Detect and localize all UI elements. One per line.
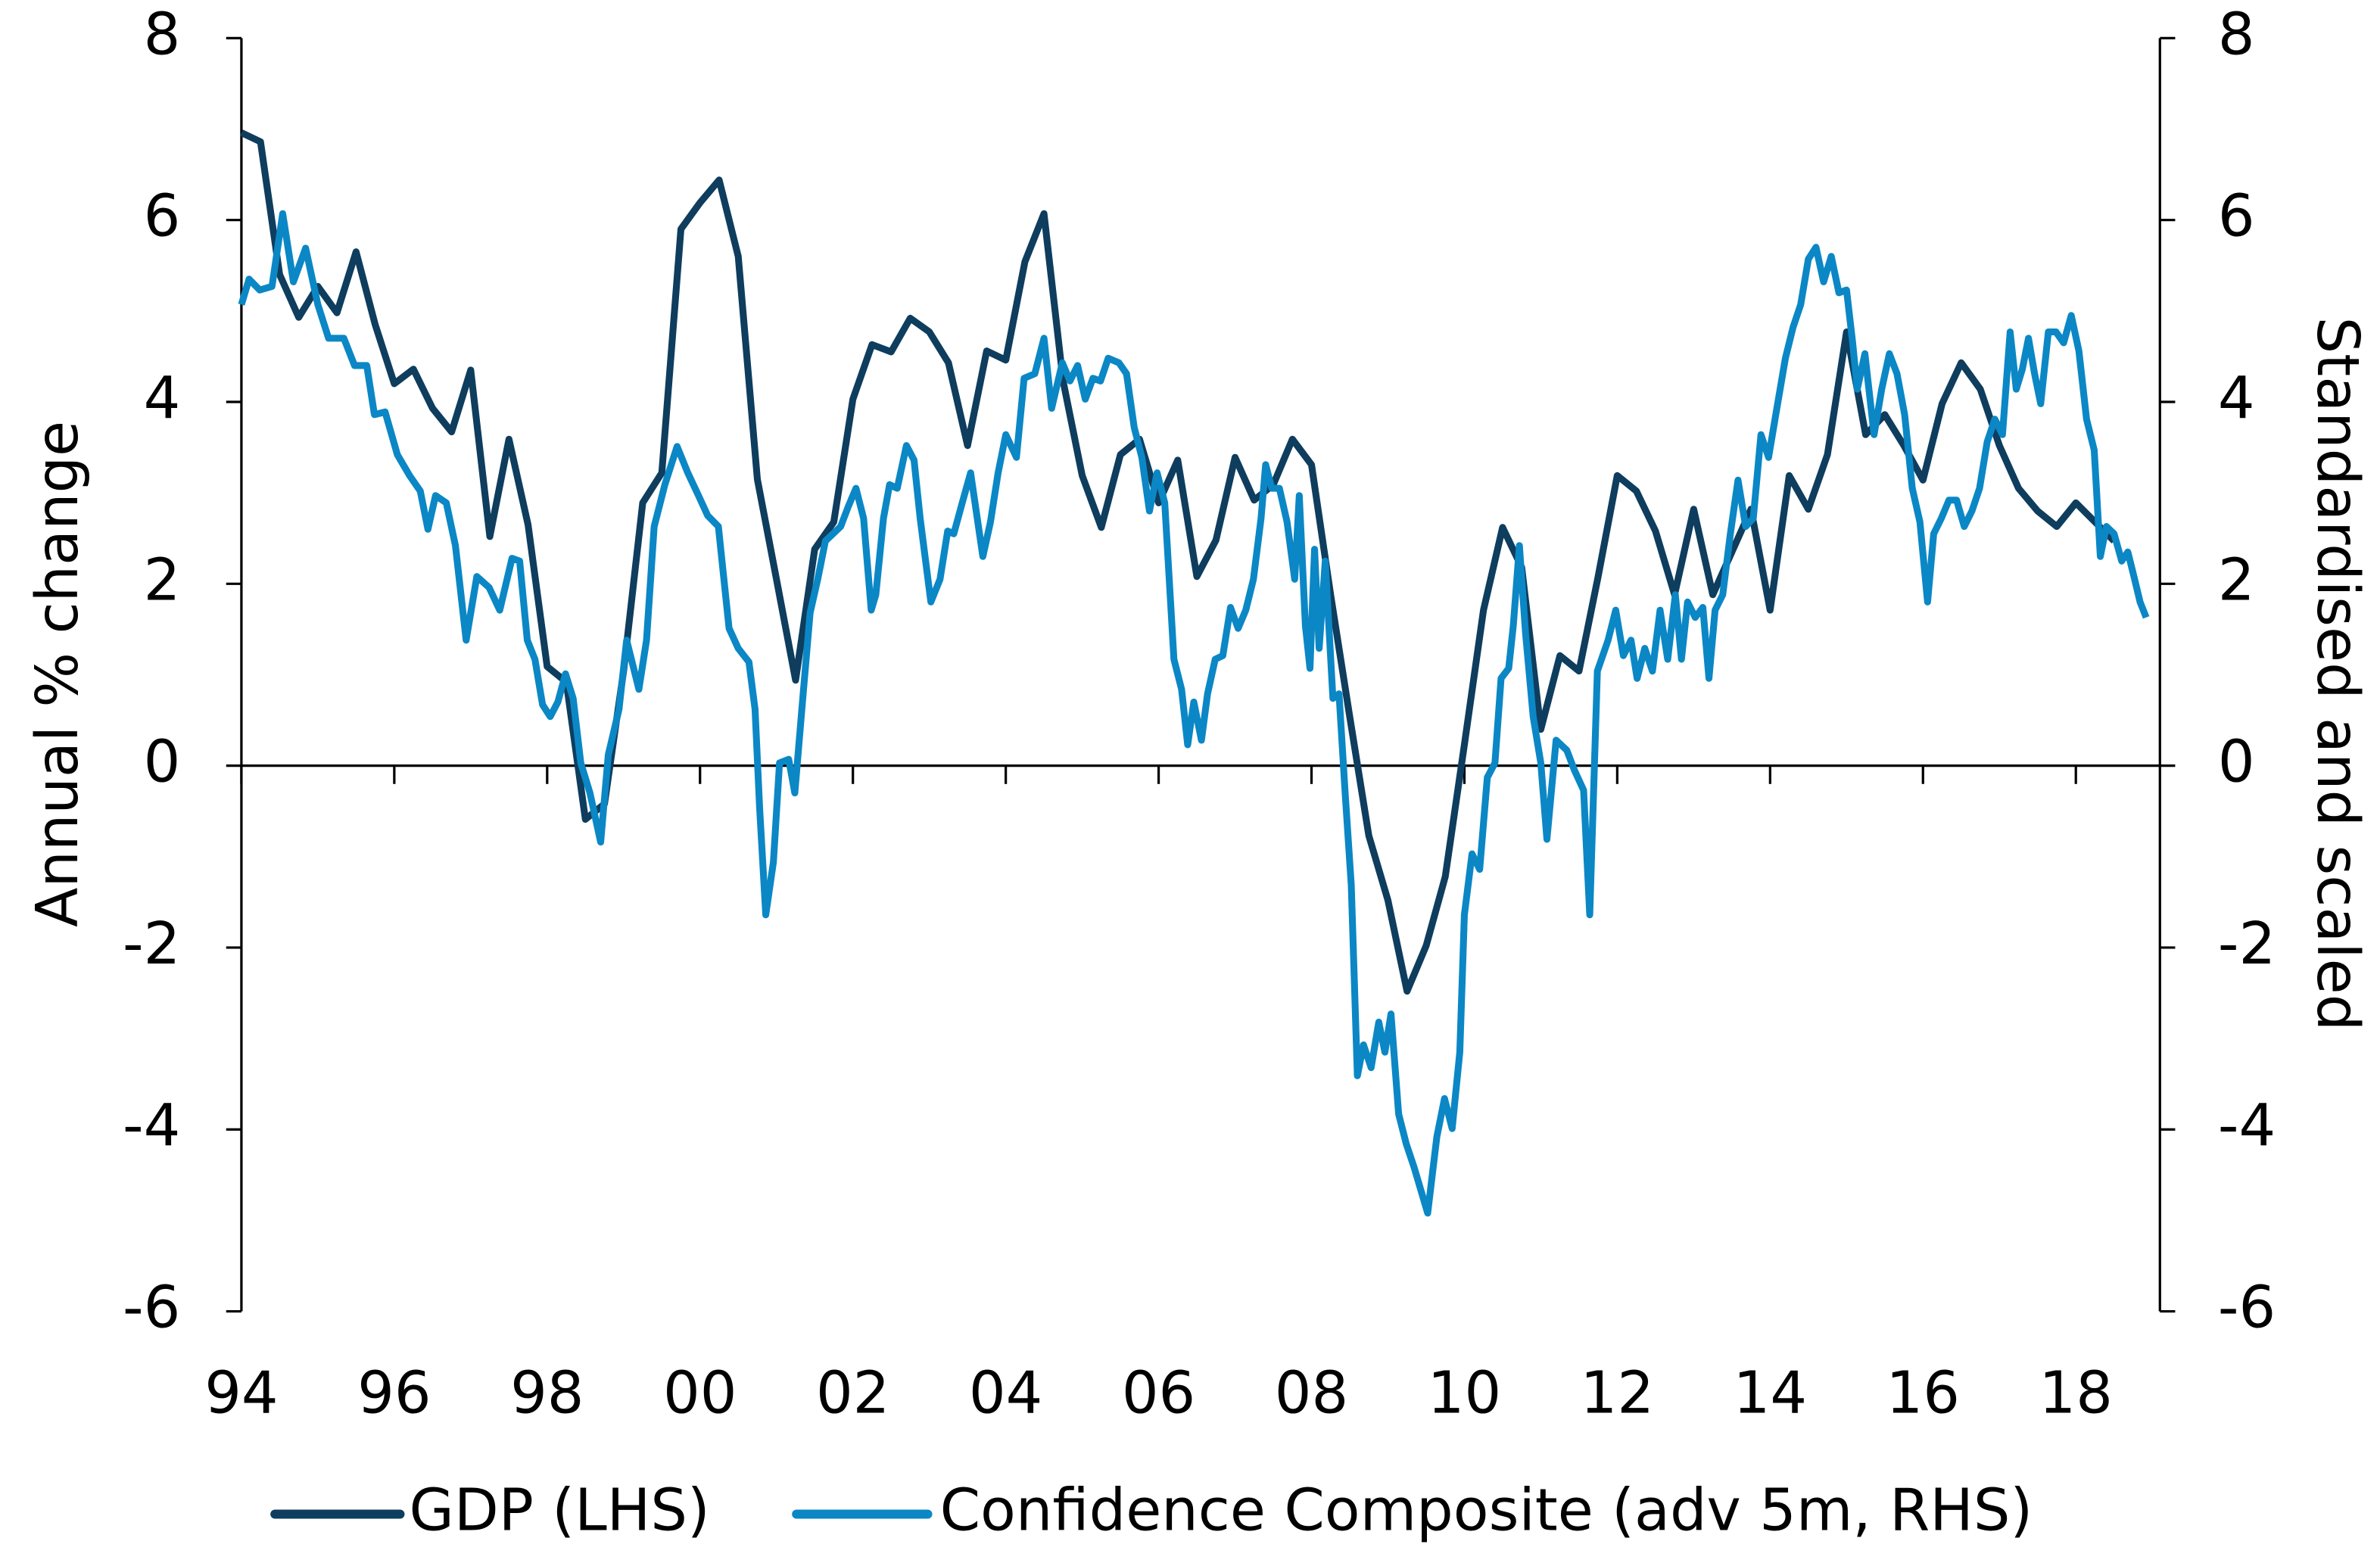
x-tick-label: 06	[1122, 1359, 1195, 1427]
x-tick-label: 04	[969, 1359, 1042, 1427]
x-tick-label: 00	[663, 1359, 737, 1427]
x-tick-label: 16	[1886, 1359, 1960, 1427]
x-tick-label: 18	[2039, 1359, 2113, 1427]
x-tick-label: 08	[1275, 1359, 1348, 1427]
y-tick-label: 0	[144, 729, 181, 796]
y-tick-label: 6	[144, 183, 181, 251]
y2-tick-label: -2	[2218, 911, 2276, 978]
y-tick-label: -2	[123, 911, 180, 978]
y2-tick-label: -4	[2218, 1092, 2276, 1160]
x-tick-label: 12	[1581, 1359, 1654, 1427]
y2-tick-label: 6	[2218, 183, 2255, 251]
y2-tick-label: -6	[2218, 1275, 2276, 1342]
series-line	[239, 129, 2117, 995]
y-tick-label: -4	[123, 1092, 180, 1160]
x-tick-label: 96	[357, 1359, 431, 1427]
x-tick-label: 14	[1734, 1359, 1807, 1427]
x-tick-label: 02	[816, 1359, 889, 1427]
x-tick-label: 94	[204, 1359, 278, 1427]
y2-tick-label: 2	[2218, 546, 2255, 614]
series-line	[238, 210, 2150, 1217]
y2-tick-label: 0	[2218, 729, 2255, 796]
x-tick-label: 10	[1428, 1359, 1501, 1427]
legend-label: Confidence Composite (adv 5m, RHS)	[940, 1477, 2033, 1544]
y-tick-label: -6	[123, 1275, 180, 1342]
y-tick-label: 2	[144, 546, 181, 614]
y-tick-label: 8	[144, 1, 181, 68]
y2-tick-label: 8	[2218, 1, 2255, 68]
x-tick-label: 98	[510, 1359, 584, 1427]
y2-tick-label: 4	[2218, 365, 2255, 432]
y-axis-title: Annual % change	[24, 421, 92, 927]
y2-axis-title: Standardised and scaled	[2304, 317, 2371, 1032]
legend-label: GDP (LHS)	[410, 1477, 710, 1544]
y-tick-label: 4	[144, 365, 181, 432]
